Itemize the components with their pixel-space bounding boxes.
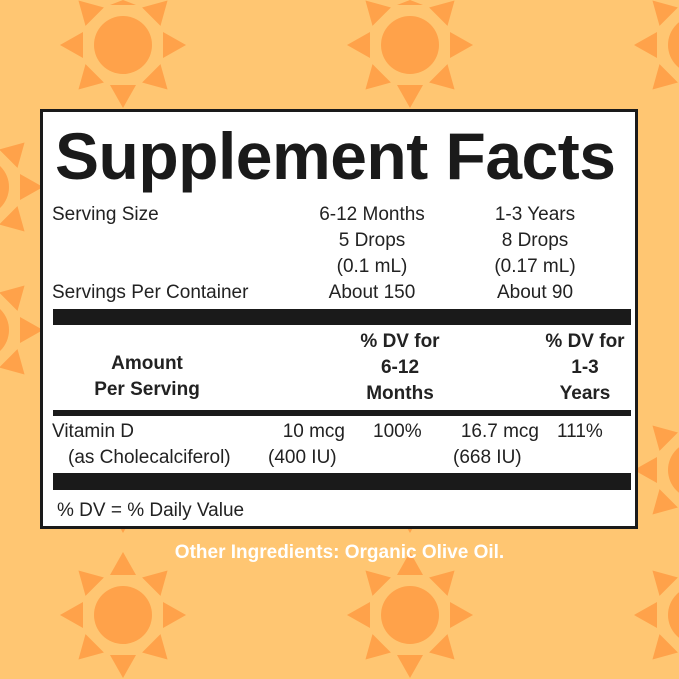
- sun-icon: [347, 0, 473, 108]
- sun-icon: [60, 0, 186, 108]
- header-dv2-line1: % DV for: [545, 331, 625, 352]
- header-dv2-line3: Years: [559, 383, 611, 404]
- header-amount-line1: Amount: [111, 353, 183, 374]
- sun-icon: [0, 142, 43, 232]
- other-ingredients: Other Ingredients: Organic Olive Oil.: [174, 542, 505, 563]
- sun-icon: [347, 552, 473, 678]
- header-dv1-line1: % DV for: [360, 331, 440, 352]
- amount-1-3-years-iu: (668 IU): [453, 447, 522, 468]
- header-amount-line2: Per Serving: [94, 379, 200, 400]
- sun-icon: [634, 570, 679, 660]
- thick-divider-bottom: [53, 473, 631, 490]
- header-dv1-line3: Months: [366, 383, 434, 404]
- serving-col2-line3: (0.17 mL): [494, 256, 576, 277]
- serving-col2-line1: 1-3 Years: [494, 204, 576, 225]
- sun-icon: [634, 0, 679, 90]
- amount-6-12-months: 10 mcg: [282, 421, 345, 442]
- sun-icon: [0, 285, 43, 375]
- servings-per-container-col1: About 150: [328, 282, 416, 303]
- dv-6-12-months: 100%: [373, 421, 422, 442]
- servings-per-container-label: Servings Per Container: [52, 282, 249, 303]
- panel-title: Supplement Facts: [55, 119, 616, 193]
- dv-1-3-years: 111%: [557, 421, 603, 442]
- serving-col2-line2: 8 Drops: [501, 230, 569, 251]
- serving-col1-line1: 6-12 Months: [319, 204, 425, 225]
- thick-divider: [53, 309, 631, 325]
- serving-col1-line2: 5 Drops: [338, 230, 406, 251]
- thin-divider: [53, 410, 631, 416]
- sun-icon: [634, 425, 679, 515]
- serving-size-label: Serving Size: [52, 204, 159, 225]
- supplement-facts-panel: Supplement Facts Serving Size 6-12 Month…: [40, 109, 638, 529]
- sun-icon: [60, 552, 186, 678]
- nutrient-name: Vitamin D: [52, 421, 135, 442]
- amount-1-3-years: 16.7 mcg: [460, 421, 539, 442]
- header-dv1-line2: 6-12: [380, 357, 420, 378]
- servings-per-container-col2: About 90: [496, 282, 574, 303]
- nutrient-source: (as Cholecalciferol): [68, 447, 231, 468]
- serving-col1-line3: (0.1 mL): [336, 256, 408, 277]
- amount-6-12-months-iu: (400 IU): [268, 447, 337, 468]
- header-dv2-line2: 1-3: [571, 357, 599, 378]
- footnote: % DV = % Daily Value: [57, 500, 245, 521]
